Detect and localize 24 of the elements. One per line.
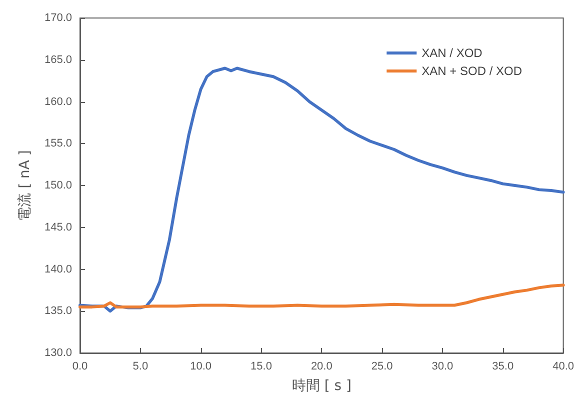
x-tick-label: 20.0 bbox=[310, 360, 332, 372]
x-tick-label: 0.0 bbox=[72, 360, 88, 372]
y-tick-label: 145.0 bbox=[44, 221, 72, 234]
x-tick-label: 35.0 bbox=[492, 360, 514, 372]
y-tick-label: 155.0 bbox=[44, 138, 72, 150]
y-axis-title: 電流 [ nA ] bbox=[17, 150, 33, 221]
y-tick-label: 140.0 bbox=[44, 263, 72, 276]
line-series bbox=[78, 284, 565, 308]
x-tick-label: 15.0 bbox=[250, 360, 272, 372]
x-tick-label: 30.0 bbox=[432, 360, 454, 372]
y-tick-label: 130.0 bbox=[44, 347, 72, 359]
x-tick-label: 10.0 bbox=[190, 360, 212, 372]
legend-label: XAN / XOD bbox=[422, 46, 483, 60]
y-tick-label: 170.0 bbox=[44, 12, 72, 24]
x-tick-label: 5.0 bbox=[132, 360, 148, 372]
x-tick-label: 25.0 bbox=[371, 360, 393, 372]
y-tick-label: 150.0 bbox=[44, 180, 72, 192]
x-axis-title: 時間 [ s ] bbox=[292, 378, 352, 394]
y-tick-label: 135.0 bbox=[44, 305, 72, 318]
legend-label: XAN + SOD / XOD bbox=[422, 64, 522, 78]
x-tick-label: 40.0 bbox=[552, 360, 574, 372]
y-tick-label: 160.0 bbox=[44, 96, 72, 108]
y-tick-label: 165.0 bbox=[44, 54, 72, 66]
line-series bbox=[78, 66, 565, 313]
